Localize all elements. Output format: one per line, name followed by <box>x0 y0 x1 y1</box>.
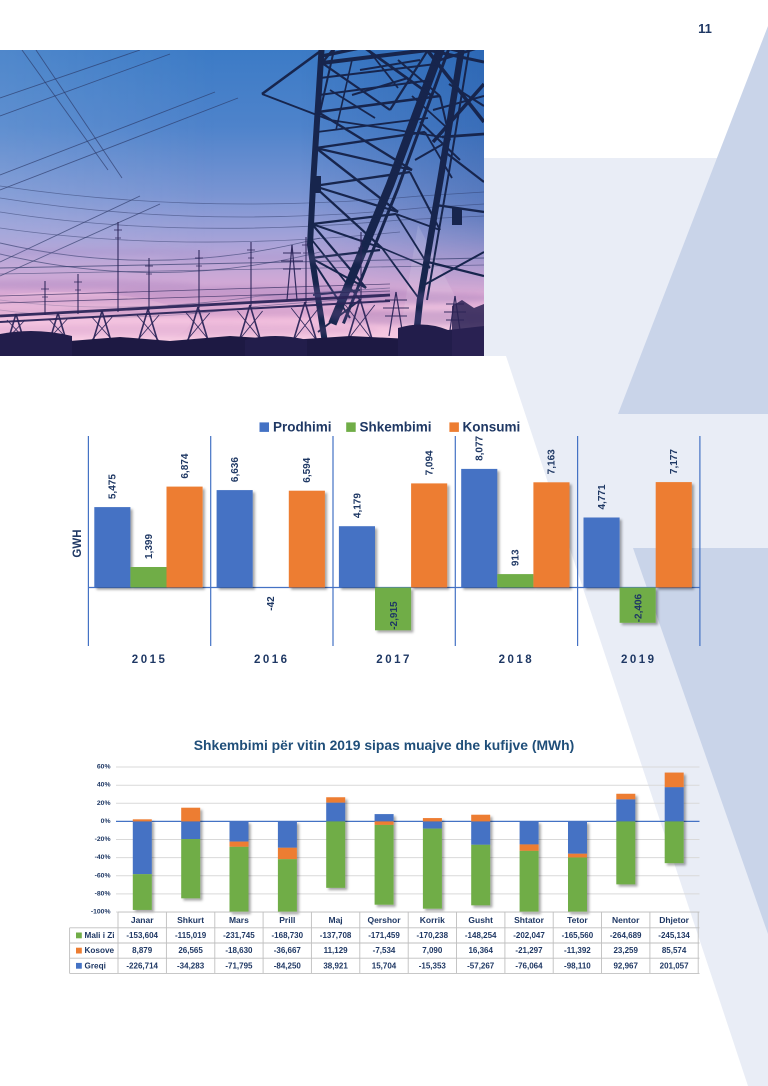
svg-text:-165,560: -165,560 <box>562 931 594 940</box>
svg-text:2016: 2016 <box>254 654 290 666</box>
svg-text:5,475: 5,475 <box>108 474 119 499</box>
svg-text:-40%: -40% <box>95 854 111 861</box>
svg-text:Greqi: Greqi <box>85 961 106 970</box>
svg-text:2015: 2015 <box>132 654 168 666</box>
svg-text:-84,250: -84,250 <box>274 961 302 970</box>
svg-text:2017: 2017 <box>376 654 412 666</box>
svg-text:GWH: GWH <box>72 529 84 557</box>
svg-text:Korrik: Korrik <box>420 915 445 925</box>
svg-text:-21,297: -21,297 <box>515 946 543 955</box>
svg-text:4,771: 4,771 <box>597 484 608 509</box>
svg-text:7,177: 7,177 <box>669 449 680 474</box>
svg-text:-202,047: -202,047 <box>513 931 545 940</box>
svg-text:2019: 2019 <box>621 654 657 666</box>
svg-text:-11,392: -11,392 <box>564 946 591 955</box>
svg-text:8,077: 8,077 <box>475 435 486 460</box>
svg-text:-60%: -60% <box>95 872 111 879</box>
svg-text:2018: 2018 <box>499 654 535 666</box>
svg-text:-57,267: -57,267 <box>467 961 495 970</box>
svg-text:-42: -42 <box>266 596 277 611</box>
svg-text:23,259: 23,259 <box>613 946 638 955</box>
svg-text:Kosove: Kosove <box>85 946 115 955</box>
svg-text:-171,459: -171,459 <box>368 931 400 940</box>
svg-text:Shkembimi: Shkembimi <box>360 420 432 435</box>
svg-text:7,094: 7,094 <box>424 450 435 475</box>
svg-text:-153,604: -153,604 <box>126 931 158 940</box>
svg-text:-71,795: -71,795 <box>225 961 253 970</box>
svg-text:1,399: 1,399 <box>144 534 155 559</box>
svg-text:Shkurt: Shkurt <box>177 915 204 925</box>
svg-text:-245,134: -245,134 <box>658 931 690 940</box>
svg-text:40%: 40% <box>97 782 111 789</box>
svg-text:26,565: 26,565 <box>178 946 203 955</box>
svg-text:8,879: 8,879 <box>132 946 153 955</box>
svg-text:16,364: 16,364 <box>468 946 493 955</box>
svg-text:-34,283: -34,283 <box>177 961 205 970</box>
svg-text:-18,630: -18,630 <box>225 946 253 955</box>
svg-text:-15,353: -15,353 <box>419 961 447 970</box>
svg-text:-168,730: -168,730 <box>272 931 304 940</box>
svg-text:-36,667: -36,667 <box>274 946 302 955</box>
svg-text:4,179: 4,179 <box>352 493 363 518</box>
svg-text:-2,406: -2,406 <box>634 593 645 622</box>
svg-text:-20%: -20% <box>95 836 111 843</box>
svg-text:Shtator: Shtator <box>514 915 544 925</box>
svg-text:11: 11 <box>698 21 712 36</box>
svg-text:-264,689: -264,689 <box>610 931 642 940</box>
svg-text:85,574: 85,574 <box>662 946 687 955</box>
svg-text:-115,019: -115,019 <box>175 931 207 940</box>
svg-text:Mars: Mars <box>229 915 249 925</box>
svg-text:Qershor: Qershor <box>367 915 401 925</box>
svg-text:-80%: -80% <box>95 890 111 897</box>
svg-text:0%: 0% <box>101 818 111 825</box>
svg-text:Maj: Maj <box>329 915 343 925</box>
svg-text:-2,915: -2,915 <box>389 601 400 630</box>
svg-text:11,129: 11,129 <box>324 946 349 955</box>
svg-text:Prill: Prill <box>279 915 295 925</box>
svg-text:-170,238: -170,238 <box>417 931 449 940</box>
svg-text:Gusht: Gusht <box>468 915 493 925</box>
svg-text:913: 913 <box>511 549 522 566</box>
svg-text:38,921: 38,921 <box>323 961 348 970</box>
svg-text:7,163: 7,163 <box>547 449 558 474</box>
svg-text:-76,064: -76,064 <box>515 961 543 970</box>
svg-text:15,704: 15,704 <box>372 961 397 970</box>
svg-text:6,874: 6,874 <box>180 453 191 478</box>
svg-text:20%: 20% <box>97 800 111 807</box>
svg-text:60%: 60% <box>97 764 111 771</box>
svg-text:Mali i Zi: Mali i Zi <box>85 931 115 940</box>
svg-text:7,090: 7,090 <box>422 946 443 955</box>
svg-text:-7,534: -7,534 <box>373 946 396 955</box>
svg-text:-98,110: -98,110 <box>564 961 591 970</box>
svg-text:Prodhimi: Prodhimi <box>273 420 332 435</box>
svg-text:Dhjetor: Dhjetor <box>659 915 689 925</box>
svg-text:-231,745: -231,745 <box>223 931 255 940</box>
svg-text:Konsumi: Konsumi <box>463 420 521 435</box>
svg-text:201,057: 201,057 <box>660 961 689 970</box>
svg-text:Janar: Janar <box>131 915 154 925</box>
svg-text:Tetor: Tetor <box>567 915 588 925</box>
svg-text:6,636: 6,636 <box>230 457 241 482</box>
svg-text:-148,254: -148,254 <box>465 931 497 940</box>
svg-text:-226,714: -226,714 <box>126 961 158 970</box>
svg-text:-100%: -100% <box>91 909 111 916</box>
svg-text:92,967: 92,967 <box>613 961 638 970</box>
svg-text:Nentor: Nentor <box>612 915 640 925</box>
svg-text:-137,708: -137,708 <box>320 931 352 940</box>
svg-text:Shkembimi për vitin 2019 sipas: Shkembimi për vitin 2019 sipas muajve dh… <box>194 737 575 753</box>
svg-text:6,594: 6,594 <box>302 457 313 482</box>
